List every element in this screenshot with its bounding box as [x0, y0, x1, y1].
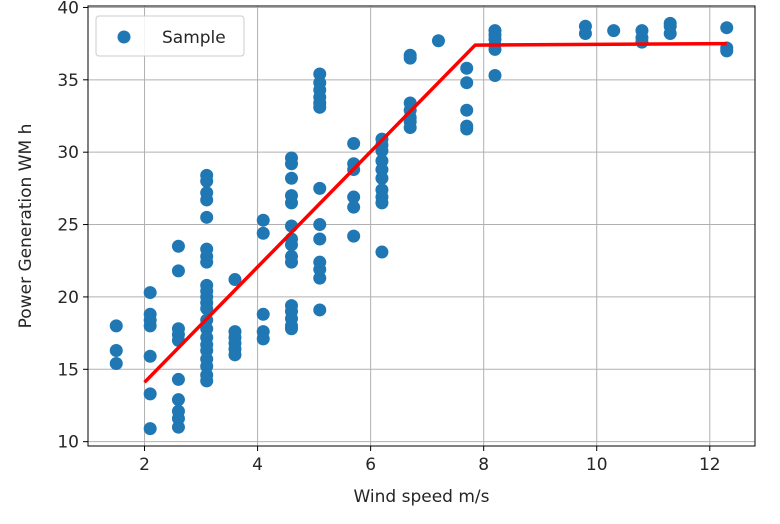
fit-line	[143, 41, 727, 384]
scatter-point	[347, 137, 361, 150]
scatter-point	[403, 51, 417, 65]
scatter-point	[143, 319, 157, 333]
scatter-point	[284, 157, 298, 171]
legend-box	[95, 15, 245, 57]
scatter-point	[143, 286, 157, 300]
scatter-point	[403, 121, 417, 135]
scatter-point	[375, 144, 389, 158]
x-tick-label: 8	[478, 455, 489, 475]
legend-label-sample: Sample	[162, 28, 226, 48]
scatter-point	[143, 349, 157, 363]
legend: Sample	[95, 15, 245, 57]
scatter-point	[109, 319, 123, 333]
scatter-point	[460, 122, 474, 136]
scatter-point	[313, 218, 327, 232]
scatter-point	[578, 27, 592, 40]
axis-ticks: 2 4 6 8 10 12 10 15 20 25 30 35 40	[57, 0, 720, 475]
y-tick-label: 25	[57, 216, 79, 236]
legend-marker-sample	[117, 30, 131, 44]
scatter-point	[347, 190, 361, 204]
scatter-point	[284, 171, 298, 185]
scatter-point	[200, 374, 214, 388]
plot-frame	[87, 5, 756, 447]
scatter-point	[171, 239, 185, 253]
grid-lines	[88, 6, 755, 446]
y-tick-label: 20	[57, 288, 79, 308]
scatter-point	[256, 307, 270, 321]
scatter-point	[347, 229, 361, 243]
scatter-point	[720, 21, 734, 35]
x-tick-label: 12	[699, 455, 721, 475]
y-tick-label: 35	[57, 71, 79, 91]
scatter-point	[171, 393, 185, 407]
x-tick-label: 2	[139, 455, 150, 475]
scatter-point	[635, 35, 649, 49]
scatter-point	[284, 322, 298, 336]
scatter-point	[284, 255, 298, 269]
scatter-point	[313, 100, 327, 114]
scatter-point	[284, 196, 298, 210]
scatter-point	[460, 103, 474, 117]
scatter-point	[171, 264, 185, 278]
scatter-points	[109, 16, 734, 436]
scatter-point	[171, 372, 185, 386]
x-tick-label: 10	[586, 455, 608, 475]
scatter-point	[347, 200, 361, 214]
scatter-point	[109, 357, 123, 370]
scatter-point	[375, 196, 389, 210]
scatter-point	[256, 332, 270, 346]
scatter-point	[256, 213, 270, 227]
scatter-point	[200, 174, 214, 188]
scatter-point	[109, 343, 123, 357]
scatter-point	[200, 210, 214, 224]
scatter-point	[460, 61, 474, 75]
scatter-point	[375, 245, 389, 259]
x-axis-label: Wind speed m/s	[353, 487, 489, 507]
scatter-point	[228, 348, 242, 362]
scatter-point	[284, 238, 298, 252]
scatter-point	[313, 271, 327, 285]
y-tick-label: 15	[57, 360, 79, 380]
y-axis-label: Power Generation WM h	[16, 124, 36, 329]
scatter-point	[488, 68, 502, 82]
scatter-point	[228, 273, 242, 287]
scatter-point	[171, 420, 185, 434]
scatter-point	[460, 76, 474, 90]
scatter-point	[256, 226, 270, 240]
scatter-point	[607, 24, 621, 38]
scatter-point	[313, 232, 327, 246]
scatter-point	[375, 171, 389, 185]
scatter-point	[200, 302, 214, 315]
scatter-point	[663, 27, 677, 40]
y-tick-label: 10	[57, 433, 79, 453]
scatter-point	[313, 181, 327, 195]
x-tick-label: 4	[252, 455, 263, 475]
y-tick-label: 30	[57, 143, 79, 163]
scatter-point	[143, 387, 157, 401]
y-tick-label: 40	[57, 0, 79, 18]
scatter-point	[313, 303, 327, 317]
scatter-point	[431, 34, 445, 48]
x-tick-label: 6	[365, 455, 376, 475]
scatter-point	[143, 422, 157, 436]
scatter-point	[720, 44, 734, 58]
scatter-point	[200, 193, 214, 207]
scatter-point	[200, 255, 214, 269]
